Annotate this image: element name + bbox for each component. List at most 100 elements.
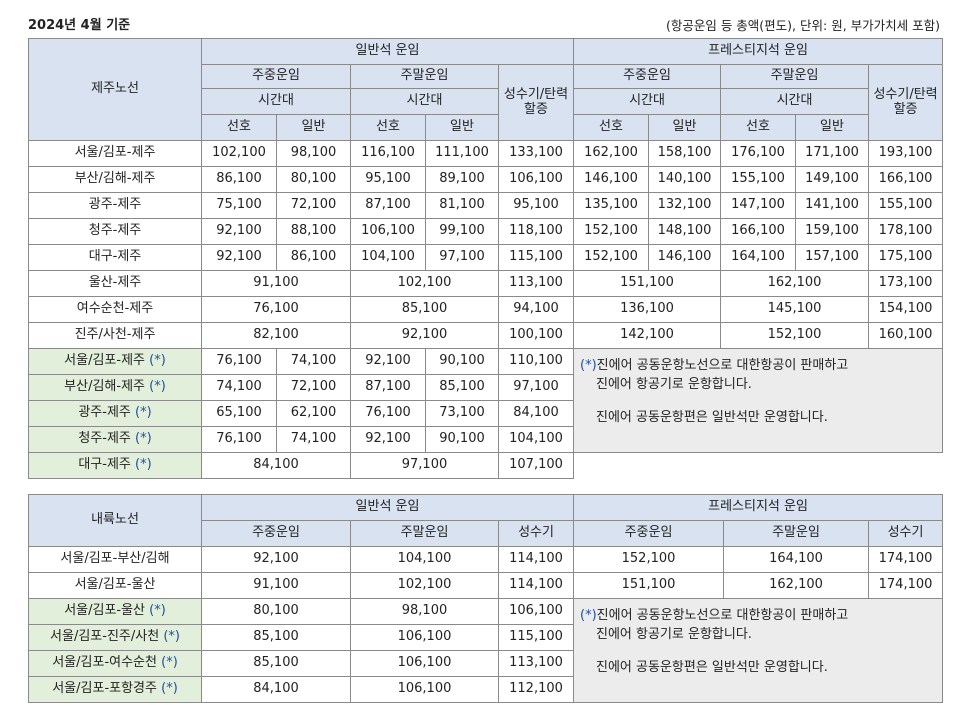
prestige-peak-header: 성수기/탄력할증 (868, 64, 944, 141)
normal-header: 일반 (276, 114, 351, 141)
fare-cell: 94,100 (497, 296, 575, 323)
route-name: 부산/김해-제주 (*) (28, 374, 202, 401)
fare-cell: 133,100 (497, 140, 575, 167)
fare-cell: 140,100 (648, 166, 722, 193)
route-name: 서울/김포-부산/김해 (28, 546, 202, 573)
fare-cell: 92,100 (201, 244, 277, 271)
fare-cell: 176,100 (720, 140, 797, 167)
prestige-weekday-header: 주중운임 (573, 520, 725, 547)
fare-cell: 118,100 (497, 218, 575, 245)
timeslot-header: 시간대 (573, 88, 722, 115)
prestige-fare-header: 프레스티지석 운임 (573, 494, 944, 521)
domestic-route-rows: 서울/김포-부산/김해 92,100 104,100 114,100 152,100 16… (28, 546, 944, 599)
table-row: 울산-제주 91,100 102,100 113,100 151,100 162,100 1… (28, 270, 944, 297)
fare-cell: 106,100 (497, 166, 575, 193)
preferred-header: 선호 (201, 114, 277, 141)
fare-cell: 91,100 (201, 572, 351, 599)
fare-cell: 113,100 (497, 270, 575, 297)
fare-cell: 74,100 (276, 426, 351, 453)
fare-cell: 85,100 (425, 374, 499, 401)
timeslot-header: 시간대 (720, 88, 870, 115)
fare-cell: 97,100 (350, 452, 499, 479)
fare-cell: 106,100 (497, 598, 575, 625)
timeslot-header: 시간대 (350, 88, 499, 115)
table-row: 광주-제주 (*) 65,100 62,100 76,100 73,100 84,100 (28, 400, 943, 427)
fare-cell: 81,100 (425, 192, 499, 219)
fare-cell: 92,100 (350, 348, 426, 375)
preferred-header: 선호 (350, 114, 426, 141)
fare-cell: 98,100 (350, 598, 499, 625)
fare-cell: 106,100 (350, 650, 499, 677)
fare-cell: 75,100 (201, 192, 277, 219)
fare-cell: 106,100 (350, 624, 499, 651)
route-name: 서울/김포-진주/사천 (*) (28, 624, 202, 651)
fare-cell: 86,100 (201, 166, 277, 193)
fare-cell: 89,100 (425, 166, 499, 193)
fare-cell: 84,100 (497, 400, 575, 427)
economy-fare-header: 일반석 운임 (200, 494, 575, 521)
normal-header: 일반 (425, 114, 499, 141)
fare-cell: 95,100 (350, 166, 426, 193)
table-row: 서울/김포-제주 102,100 98,100 116,100 111,100 133,1… (28, 140, 944, 167)
route-name: 여수순천-제주 (28, 296, 202, 323)
fare-cell: 97,100 (425, 244, 499, 271)
economy-peak-header: 성수기/탄력할증 (497, 64, 575, 141)
fare-cell: 74,100 (201, 374, 277, 401)
table-row: 서울/김포-울산 91,100 102,100 114,100 151,100 162,1… (28, 572, 944, 599)
table-row: 서울/김포-부산/김해 92,100 104,100 114,100 152,100 16… (28, 546, 944, 573)
fare-cell: 162,100 (573, 140, 650, 167)
fare-cell: 152,100 (573, 546, 725, 573)
fare-cell: 164,100 (720, 244, 797, 271)
route-name: 대구-제주 (28, 244, 202, 271)
fare-cell: 151,100 (573, 572, 725, 599)
fare-cell: 175,100 (868, 244, 944, 271)
fare-cell: 88,100 (276, 218, 351, 245)
fare-cell: 162,100 (723, 572, 870, 599)
fare-cell: 146,100 (573, 166, 650, 193)
normal-header: 일반 (648, 114, 722, 141)
fare-cell: 95,100 (497, 192, 575, 219)
fare-cell: 116,100 (350, 140, 426, 167)
fare-cell: 193,100 (868, 140, 944, 167)
fare-cell: 102,100 (201, 140, 277, 167)
fare-cell: 104,100 (350, 244, 426, 271)
fare-cell: 106,100 (350, 676, 499, 703)
fare-cell: 152,100 (720, 322, 870, 349)
fare-cell: 174,100 (868, 546, 944, 573)
table-row: 진주/사천-제주 82,100 92,100 100,100 142,100 152,10… (28, 322, 944, 349)
fare-cell: 115,100 (497, 624, 575, 651)
fare-cell: 85,100 (201, 650, 351, 677)
fare-cell: 91,100 (201, 270, 351, 297)
reference-date: 2024년 4월 기준 (28, 18, 131, 33)
table-row: 부산/김해-제주 (*) 74,100 72,100 87,100 85,100 97,1… (28, 374, 943, 401)
fare-cell: 136,100 (573, 296, 722, 323)
fare-cell: 132,100 (648, 192, 722, 219)
fare-cell: 152,100 (573, 244, 650, 271)
table-row: 광주-제주 75,100 72,100 87,100 81,100 95,100 135,1… (28, 192, 944, 219)
prestige-weekend-header: 주말운임 (723, 520, 870, 547)
fare-cell: 159,100 (795, 218, 870, 245)
fare-cell: 80,100 (276, 166, 351, 193)
fare-cell: 115,100 (497, 244, 575, 271)
fare-cell: 90,100 (425, 348, 499, 375)
domestic-fare-table: 내륙노선 일반석 운임 프레스티지석 운임 주중운임 주말운임 성수기 주중운임… (28, 494, 944, 703)
timeslot-header: 시간대 (201, 88, 351, 115)
fare-cell: 92,100 (350, 426, 426, 453)
fare-cell: 160,100 (868, 322, 944, 349)
route-name: 광주-제주 (*) (28, 400, 202, 427)
fare-cell: 149,100 (795, 166, 870, 193)
fare-cell: 92,100 (350, 322, 499, 349)
fare-cell: 87,100 (350, 192, 426, 219)
route-name: 청주-제주 (*) (28, 426, 202, 453)
fare-cell: 82,100 (201, 322, 351, 349)
route-name: 울산-제주 (28, 270, 202, 297)
fare-cell: 90,100 (425, 426, 499, 453)
fare-cell: 85,100 (201, 624, 351, 651)
fare-cell: 104,100 (497, 426, 575, 453)
fare-cell: 62,100 (276, 400, 351, 427)
route-name: 서울/김포-울산 (28, 572, 202, 599)
fare-cell: 141,100 (795, 192, 870, 219)
fare-cell: 110,100 (497, 348, 575, 375)
route-name: 대구-제주 (*) (28, 452, 202, 479)
preferred-header: 선호 (573, 114, 650, 141)
